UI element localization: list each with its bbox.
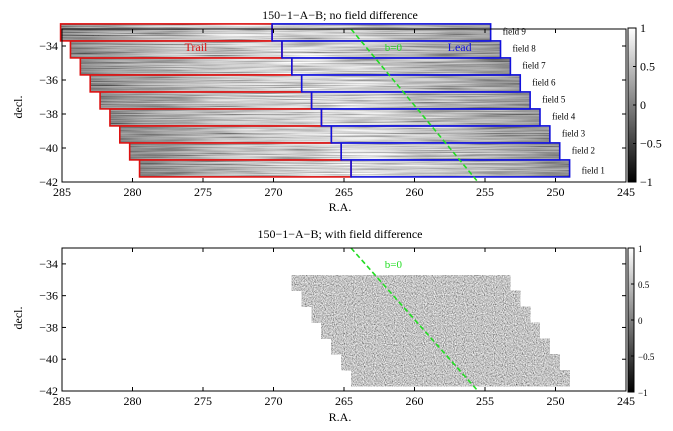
x-tick-label: 280	[124, 185, 142, 199]
field-difference-stripe	[321, 322, 540, 339]
field-label: field 7	[522, 60, 546, 70]
galactic-plane-line	[350, 28, 479, 183]
y-tick-label: −36	[39, 289, 58, 303]
field-label: field 4	[552, 111, 576, 121]
lead-outline	[271, 23, 492, 42]
field-label: field 5	[542, 94, 566, 104]
colorbar-tick-label: 0.5	[640, 60, 655, 74]
field-label: field 2	[572, 145, 595, 155]
colorbar-tick-label: −0.5	[638, 352, 655, 362]
x-tick-label: 275	[194, 185, 212, 199]
y-axis-label: decl.	[11, 307, 25, 330]
chart-title: 150−1−A−B; with field difference	[257, 227, 422, 241]
x-tick-label: 255	[476, 185, 494, 199]
stripe-shade	[109, 108, 540, 126]
y-tick-label: −38	[39, 320, 58, 334]
x-axis-label: R.A.	[329, 200, 352, 214]
y-tick-label: −34	[39, 39, 58, 53]
galactic-plane-label: b=0	[385, 42, 403, 54]
x-tick-label: 275	[194, 394, 212, 408]
x-tick-label: 265	[335, 394, 353, 408]
y-tick-label: −42	[39, 384, 58, 398]
colorbar-tick-label: 0.5	[638, 280, 650, 290]
stripe-shade	[90, 74, 521, 92]
lead-label: Lead	[448, 40, 472, 54]
field-label: field 8	[513, 43, 537, 53]
x-tick-label: 285	[53, 394, 71, 408]
field-label: field 6	[532, 77, 556, 87]
stripe-shade	[70, 40, 501, 58]
stripe-shade	[119, 125, 550, 143]
field-difference-stripe	[331, 338, 550, 355]
x-tick-label: 245	[617, 185, 635, 199]
y-tick-label: −40	[39, 141, 58, 155]
x-axis-label: R.A.	[329, 410, 352, 424]
y-tick-label: −34	[39, 257, 58, 271]
field-label: field 3	[562, 128, 586, 138]
x-tick-label: 250	[547, 185, 565, 199]
trail-label: Trail	[184, 40, 208, 54]
colorbar-tick-label: −1	[638, 388, 648, 398]
y-tick-label: −42	[39, 175, 58, 189]
x-tick-label: 260	[406, 185, 424, 199]
stripe-shade	[129, 142, 560, 160]
colorbar-tick-label: 0	[640, 98, 646, 112]
x-tick-label: 245	[617, 394, 635, 408]
y-axis-label: decl.	[11, 96, 25, 119]
field-difference-stripe	[311, 306, 531, 323]
field-difference-stripe	[301, 290, 521, 307]
x-tick-label: 260	[406, 394, 424, 408]
field-difference-stripe	[291, 275, 511, 291]
stripe-shade	[139, 159, 570, 177]
y-tick-label: −36	[39, 73, 58, 87]
chart-title: 150−1−A−B; no field difference	[262, 8, 418, 22]
x-tick-label: 250	[547, 394, 565, 408]
stripe-shade	[60, 23, 491, 41]
field-difference-stripe	[341, 354, 560, 371]
galactic-plane-label: b=0	[385, 259, 403, 271]
stripe-shade	[80, 57, 511, 75]
colorbar-tick-label: 1	[640, 21, 646, 35]
x-tick-label: 270	[265, 394, 283, 408]
x-tick-label: 265	[335, 185, 353, 199]
colorbar-tick-label: 1	[638, 244, 643, 254]
top-panel: 150−1−A−B; no field difference field 1 fi…	[11, 8, 662, 214]
colorbar-tick-label: −0.5	[640, 137, 662, 151]
colorbar-tick-label: −1	[640, 175, 653, 189]
field-label: field 9	[503, 26, 527, 36]
x-tick-label: 270	[265, 185, 283, 199]
field-difference-stripe	[351, 370, 570, 387]
x-tick-label: 255	[476, 394, 494, 408]
colorbar-tick-label: 0	[638, 316, 643, 326]
x-tick-label: 280	[124, 394, 142, 408]
stripe-shade	[100, 91, 531, 109]
y-tick-label: −38	[39, 107, 58, 121]
x-tick-label: 285	[53, 185, 71, 199]
y-tick-label: −40	[39, 352, 58, 366]
field-label: field 1	[582, 165, 605, 175]
bottom-panel: 150−1−A−B; with field difference b=0 285 2…	[11, 227, 655, 424]
